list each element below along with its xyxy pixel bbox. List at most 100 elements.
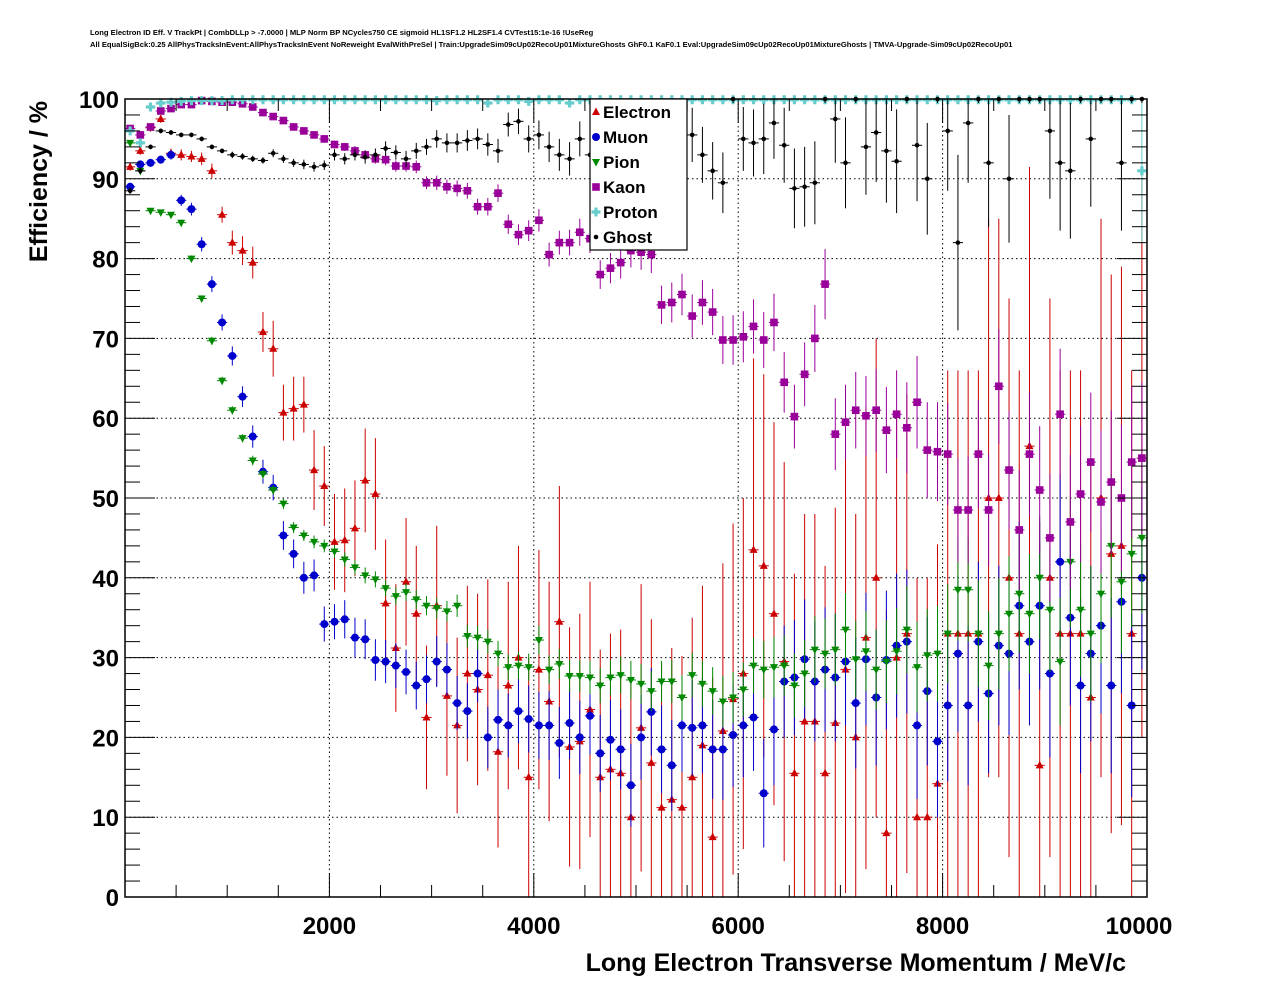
x-tick-label: 8000 [916,913,969,940]
pion-point [308,535,320,549]
proton-point [308,95,320,105]
proton-marker [708,95,718,105]
pion-point [503,654,514,680]
proton-point [891,95,902,105]
proton-marker [319,95,329,105]
data-marks [125,95,1147,897]
muon-marker [677,721,686,730]
pion-marker [269,487,278,495]
ghost-marker [475,136,480,142]
kaon-point [165,104,177,113]
electron-point [298,376,309,433]
kaon-point [891,370,902,459]
kaon-point [595,260,606,289]
ghost-point [554,138,565,171]
pion-marker [841,626,850,635]
kaon-marker [1097,498,1105,506]
proton-point [472,95,483,105]
pion-marker [463,633,472,641]
proton-point [278,95,289,105]
electron-marker [923,812,932,821]
pion-point [462,624,473,648]
kaon-point [860,375,872,456]
pion-marker [146,207,155,216]
pion-marker [606,674,615,683]
kaon-point [738,311,749,363]
pion-point [145,207,156,216]
kaon-point [799,342,810,407]
grid-lines [125,99,1148,897]
pion-point [421,596,432,616]
y-tick-label: 90 [92,167,119,194]
proton-marker [156,98,166,108]
kaon-point [666,282,677,323]
electron-point [135,146,146,155]
ghost-marker [424,144,429,150]
pion-point [155,209,166,217]
pion-point [411,589,422,609]
series-muon [125,150,1147,848]
kaon-marker [831,430,840,438]
ghost-marker [924,176,930,182]
ghost-point [155,128,166,134]
ghost-point [349,149,361,161]
pion-marker [923,652,932,660]
kaon-point [871,368,882,452]
electron-point [400,517,412,646]
proton-marker [544,95,554,105]
electron-point [278,384,289,441]
muon-point [308,559,320,592]
ghost-point [165,130,177,135]
kaon-point [615,246,626,279]
electron-marker [361,475,370,484]
muon-point [349,617,361,658]
kaon-point [993,328,1004,444]
ghost-point [1136,96,1147,103]
pion-point [605,659,616,696]
pion-point [544,655,555,684]
muon-marker [708,745,717,754]
proton-point [176,96,187,106]
muon-point [452,675,463,731]
kaon-marker [739,333,748,341]
ghost-point [738,106,749,171]
ghost-point [503,112,514,137]
electron-marker [207,166,216,174]
pion-marker [412,596,421,604]
electron-marker [708,832,717,841]
muon-marker [688,723,697,732]
muon-point [165,150,177,160]
kaon-marker [1127,458,1136,466]
electron-point [155,114,166,123]
proton-marker [146,102,156,112]
pion-marker [964,586,973,595]
ghost-point [758,103,769,175]
kaon-marker [759,336,768,344]
muon-marker [575,733,584,742]
ghost-point [135,167,146,175]
proton-marker [278,95,288,105]
ghost-marker [230,152,235,158]
ghost-point [308,162,320,172]
kaon-marker [1035,486,1044,494]
muon-point [758,738,769,848]
pion-marker [882,658,891,667]
kaon-point [748,299,759,354]
muon-marker [432,657,441,666]
pion-marker [575,672,584,681]
kaon-marker [719,336,727,344]
legend-item-pion: Pion [592,153,640,172]
ghost-point [830,99,841,163]
pion-point [441,600,453,622]
kaon-point [830,398,841,471]
electron-marker [269,344,278,352]
ghost-point [257,157,269,164]
ghost-point [1085,99,1096,207]
kaon-marker [933,447,942,456]
electron-marker [821,768,830,777]
muon-marker [146,158,155,167]
ghost-marker [761,136,767,142]
pion-marker [197,295,206,303]
ghost-point [339,153,350,165]
ghost-marker [1068,168,1073,174]
